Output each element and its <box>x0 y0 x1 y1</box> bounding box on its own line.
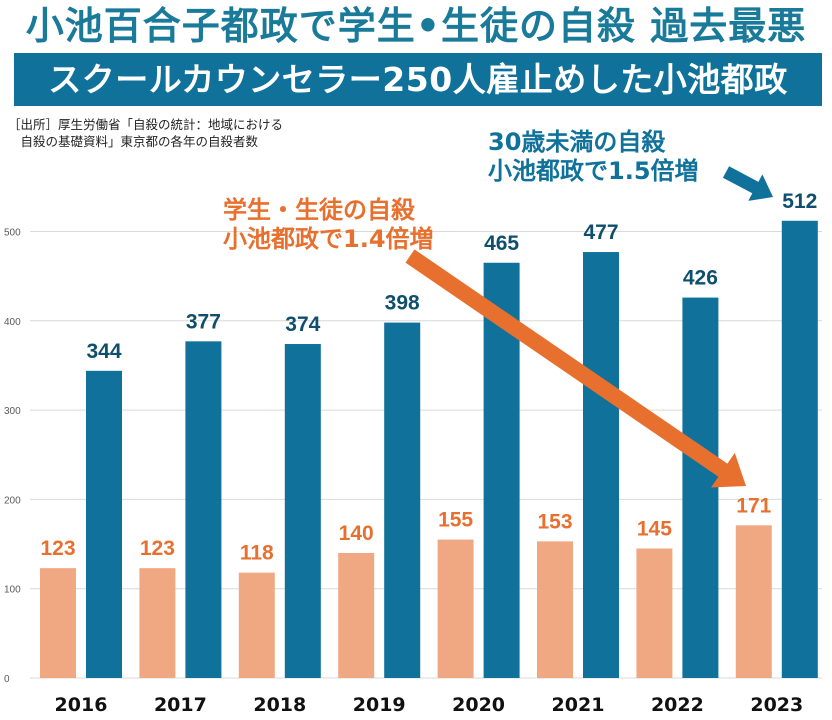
students-value-label-2022: 145 <box>637 518 672 541</box>
annotation-arrows <box>405 166 773 488</box>
under30-bar-2023 <box>781 220 818 678</box>
subtitle-banner: スクールカウンセラー250人雇止めした小池都政 <box>14 53 822 106</box>
under30-bar-2019 <box>384 322 421 678</box>
students-value-label-2016: 123 <box>40 537 75 560</box>
students-annotation-line-2: 小池都政で1.4倍増 <box>223 225 434 253</box>
x-tick-label-2022: 2022 <box>651 694 704 716</box>
source-note: ［出所］厚生労働省「自殺の統計：地域における 自殺の基礎資料」東京都の各年の自殺… <box>8 116 283 150</box>
under30-annotation-line-1: 30歳未満の自殺 <box>488 128 666 156</box>
y-tick-label: 300 <box>4 406 21 417</box>
y-tick-label: 400 <box>4 317 21 328</box>
under30-value-label-2018: 374 <box>285 313 320 336</box>
x-axis-labels: 2016 2017 2018 2019 2020 2021 2022 2023 <box>55 694 804 716</box>
y-tick-label: 500 <box>4 228 21 239</box>
under30-value-label-2021: 477 <box>583 221 618 244</box>
under30-bar-2016 <box>86 370 122 678</box>
under30-value-label-2017: 377 <box>186 310 221 333</box>
students-value-label-2017: 123 <box>140 537 175 560</box>
students-value-label-2018: 118 <box>240 542 274 565</box>
x-tick-label-2016: 2016 <box>55 694 108 716</box>
under30-value-label-2016: 344 <box>86 340 121 363</box>
students-trend-arrow-icon <box>405 249 746 488</box>
source-line-1: ［出所］厚生労働省「自殺の統計：地域における <box>8 117 284 132</box>
students-bar-2020 <box>437 539 474 678</box>
under30-value-label-2020: 465 <box>484 232 519 255</box>
under30-annotation-line-2: 小池都政で1.5倍増 <box>488 157 699 185</box>
y-tick-label: 100 <box>4 585 21 596</box>
value-labels: 123 344 123 377 118 374 140 398 155 465 153 477 145 4… <box>40 190 817 565</box>
subtitle-banner-text: スクールカウンセラー250人雇止めした小池都政 <box>48 60 788 99</box>
x-tick-label-2018: 2018 <box>253 694 306 716</box>
y-axis-ticks: 0 100 200 300 400 500 <box>4 228 21 686</box>
students-bar-2016 <box>40 568 76 678</box>
y-tick-label: 200 <box>4 495 21 506</box>
under30-value-label-2022: 426 <box>683 267 718 290</box>
under30-bar-2021 <box>583 252 619 678</box>
students-value-label-2019: 140 <box>339 522 374 545</box>
students-annotation-line-1: 学生・生徒の自殺 <box>223 196 415 224</box>
under30-value-label-2023: 512 <box>782 190 817 213</box>
headline: 小池百合子都政で学生•生徒の自殺 過去最悪 <box>25 4 807 48</box>
students-bar-2019 <box>338 552 375 678</box>
students-bar-2017 <box>139 568 176 678</box>
under30-value-label-2019: 398 <box>385 292 420 315</box>
x-tick-label-2020: 2020 <box>452 694 505 716</box>
students-bar-2022 <box>636 548 673 678</box>
y-tick-label: 0 <box>4 674 10 685</box>
under30-bar-2018 <box>284 344 321 678</box>
students-bar-2018 <box>238 572 275 678</box>
x-tick-label-2023: 2023 <box>750 694 803 716</box>
under30-bar-2022 <box>682 297 719 678</box>
students-bar-2023 <box>735 525 772 678</box>
students-annotation: 学生・生徒の自殺 小池都政で1.4倍増 <box>223 196 434 254</box>
bars <box>40 220 818 678</box>
under30-trend-arrow-icon <box>722 166 773 201</box>
students-value-label-2020: 155 <box>438 509 473 532</box>
x-tick-label-2019: 2019 <box>353 694 406 716</box>
students-value-label-2023: 171 <box>736 494 771 517</box>
x-tick-label-2021: 2021 <box>552 694 605 716</box>
under30-bar-2017 <box>185 341 222 678</box>
x-tick-label-2017: 2017 <box>154 694 207 716</box>
source-line-2: 自殺の基礎資料」東京都の各年の自殺者数 <box>8 134 259 149</box>
students-bar-2021 <box>537 541 573 678</box>
students-value-label-2021: 153 <box>537 510 572 533</box>
under30-annotation: 30歳未満の自殺 小池都政で1.5倍増 <box>488 128 699 186</box>
